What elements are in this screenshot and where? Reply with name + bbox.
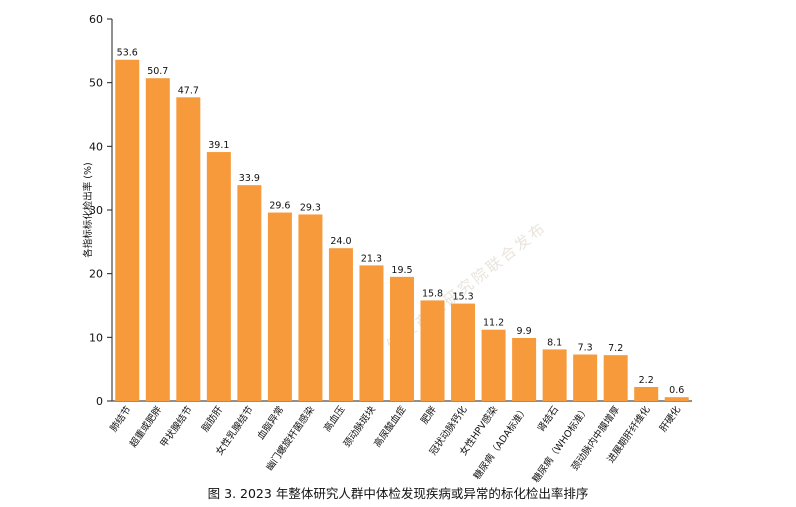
bar-value-label: 9.9 <box>517 326 532 337</box>
bar-value-label: 21.3 <box>361 253 382 264</box>
bar-value-label: 2.2 <box>639 375 654 386</box>
bar <box>481 329 506 401</box>
bar <box>328 248 353 401</box>
y-tick-label: 0 <box>96 395 103 408</box>
bar <box>176 97 201 401</box>
bar-value-label: 15.8 <box>422 288 443 299</box>
bar <box>634 386 659 401</box>
y-tick-label: 60 <box>89 13 103 26</box>
x-category-label: 高血压 <box>321 403 347 434</box>
bar-value-label: 33.9 <box>239 173 260 184</box>
bar <box>267 212 292 401</box>
bar-value-label: 19.5 <box>391 265 412 276</box>
bar-value-label: 47.7 <box>178 85 199 96</box>
bar <box>420 300 445 401</box>
bar <box>451 303 476 401</box>
x-category-label: 糖尿病（ADA标准） <box>471 404 531 482</box>
bar <box>359 265 384 401</box>
bar <box>603 355 628 401</box>
bar-value-label: 29.3 <box>300 202 321 213</box>
x-category-label: 肾结石 <box>535 404 561 434</box>
bar-value-label: 53.6 <box>117 48 138 59</box>
axes: 0 10 20 30 40 50 60 各指标标化检出率 (%) <box>82 13 692 408</box>
bar <box>115 59 140 401</box>
y-tick-label: 20 <box>89 268 103 281</box>
bar <box>298 214 323 401</box>
bar-value-label: 0.6 <box>669 385 684 396</box>
y-axis-title: 各指标标化检出率 (%) <box>82 162 94 257</box>
y-tick-label: 50 <box>89 77 103 90</box>
bars <box>115 59 689 402</box>
bar-value-label: 50.7 <box>147 66 168 77</box>
bar-value-label: 24.0 <box>330 236 351 247</box>
bar-value-label: 15.3 <box>452 292 473 303</box>
bar <box>206 152 231 401</box>
bar-value-label: 39.1 <box>208 140 229 151</box>
x-category-label: 肺结节 <box>108 404 134 434</box>
bar-value-label: 8.1 <box>547 337 562 348</box>
y-tick-label: 40 <box>89 140 103 153</box>
bar <box>145 78 170 402</box>
x-category-label: 糖尿病（WHO标准） <box>530 404 592 485</box>
figure-caption: 图 3. 2023 年整体研究人群中体检发现疾病或异常的标化检出率排序 <box>207 486 589 501</box>
bar <box>390 276 414 401</box>
x-category-label: 肝硬化 <box>657 403 683 434</box>
x-category-label: 脂肪肝 <box>199 403 225 434</box>
bar-value-label: 29.6 <box>269 201 290 212</box>
bar <box>542 349 567 401</box>
x-category-label: 血脂异常 <box>255 404 287 442</box>
bar <box>664 397 689 401</box>
bar <box>512 337 537 401</box>
bar <box>237 185 262 401</box>
bar-value-label: 7.2 <box>608 343 623 354</box>
y-tick-label: 30 <box>89 204 103 217</box>
bar-value-label: 7.3 <box>578 343 593 354</box>
bar <box>573 354 598 401</box>
bar-value-label: 11.2 <box>483 318 504 329</box>
y-tick-label: 10 <box>89 331 103 344</box>
x-category-label: 肥胖 <box>419 404 439 426</box>
